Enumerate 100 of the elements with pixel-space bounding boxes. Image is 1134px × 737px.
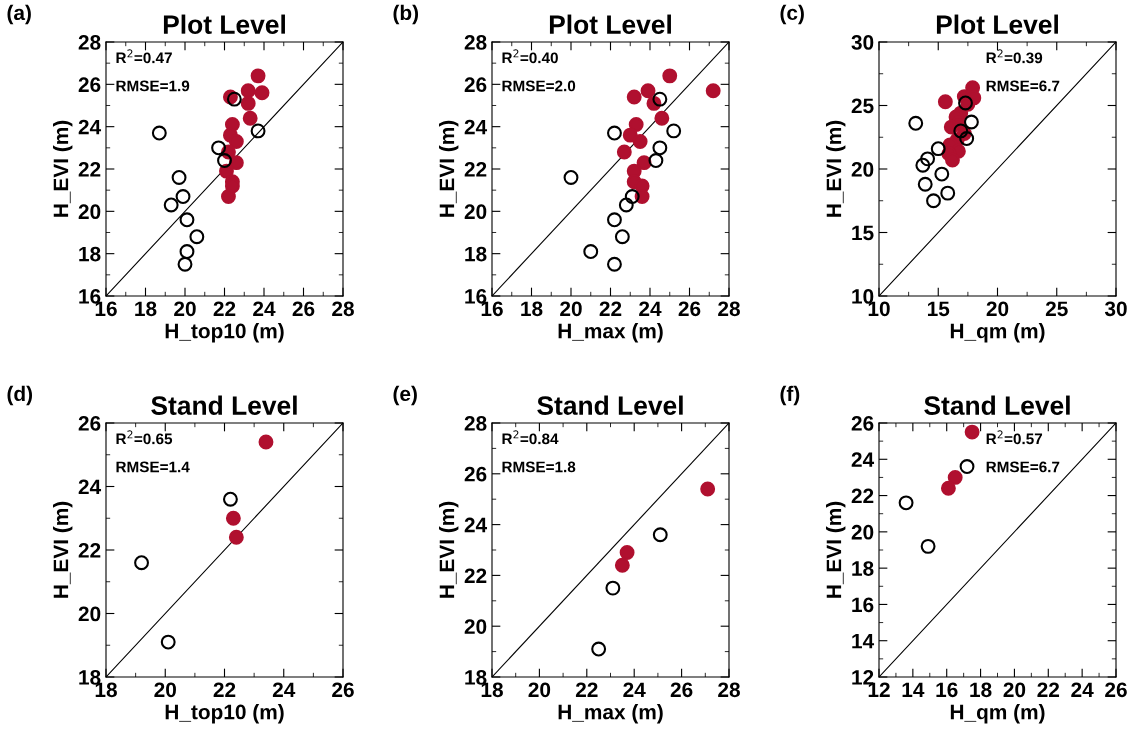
- x-axis-title: H_top10 (m): [165, 704, 284, 724]
- annotation: R$^{2}$=0.47: [116, 49, 172, 64]
- annotation: RMSE=1.9: [116, 80, 190, 92]
- x-tick-label: 24: [1071, 682, 1094, 697]
- annotation: R$^{2}$=0.84: [502, 430, 559, 445]
- y-tick-label: 28: [464, 35, 487, 50]
- y-tick-label: 18: [79, 246, 101, 262]
- x-tick-label: 14: [902, 682, 925, 697]
- x-tick-label: 22: [213, 682, 236, 697]
- y-tick-label: 28: [78, 35, 101, 50]
- x-tick-label: 22: [213, 301, 236, 316]
- chart-title: Plot Level: [163, 14, 285, 34]
- annotation: R$^{2}$=0.65: [116, 430, 173, 445]
- y-tick-label: 22: [78, 543, 101, 558]
- y-tick-label: 26: [464, 466, 487, 482]
- text: (b): [393, 4, 419, 25]
- x-tick-label: 20: [560, 301, 582, 317]
- y-axis-title: H_EVI (m): [438, 501, 459, 598]
- y-tick-label: 24: [464, 119, 488, 135]
- x-tick-label: 28: [332, 301, 354, 317]
- y-tick-label: 20: [78, 606, 101, 622]
- x-tick-label: 26: [670, 682, 693, 698]
- y-tick-label: 15: [852, 225, 874, 241]
- annotation: RMSE=2.0: [502, 80, 576, 92]
- annotation: RMSE=6.7: [986, 461, 1060, 473]
- x-tick-label: 22: [575, 682, 598, 697]
- y-tick-label: 28: [464, 416, 487, 431]
- y-tick-label: 30: [851, 35, 874, 50]
- y-tick-label: 24: [78, 479, 102, 495]
- y-tick-label: 18: [852, 561, 874, 576]
- y-tick-label: 24: [851, 452, 875, 467]
- x-tick-label: 20: [154, 682, 176, 698]
- chart-title: Plot Level: [936, 14, 1058, 34]
- y-tick-label: 18: [465, 246, 487, 262]
- x-tick-label: 24: [253, 301, 276, 316]
- x-tick-label: 20: [528, 682, 551, 698]
- x-axis-title: H_max (m): [558, 704, 663, 724]
- y-axis-title: H_EVI (m): [52, 120, 73, 217]
- y-tick-label: 14: [852, 633, 875, 649]
- x-tick-label: 28: [718, 682, 740, 698]
- chart-title: Stand Level: [537, 395, 683, 415]
- annotation: RMSE=6.7: [986, 80, 1060, 92]
- y-tick-label: 26: [851, 416, 874, 431]
- x-tick-label: 24: [623, 682, 646, 697]
- y-tick-label: 20: [851, 524, 874, 540]
- y-tick-label: 20: [464, 619, 487, 634]
- chart-title: Stand Level: [151, 395, 297, 415]
- y-axis-title: H_EVI (m): [825, 501, 846, 598]
- y-tick-label: 20: [78, 204, 101, 220]
- x-tick-label: 16: [936, 682, 958, 698]
- y-tick-label: 20: [464, 204, 487, 220]
- annotation: RMSE=1.8: [502, 461, 576, 473]
- chart-title: Stand Level: [924, 395, 1070, 415]
- y-tick-label: 22: [78, 162, 101, 177]
- x-axis-title: H_top10 (m): [165, 323, 284, 343]
- annotation: R$^{2}$=0.40: [502, 49, 558, 64]
- x-tick-label: 22: [1037, 682, 1060, 697]
- y-tick-label: 22: [464, 568, 487, 583]
- x-tick-label: 22: [599, 301, 622, 316]
- y-tick-label: 22: [851, 488, 874, 504]
- y-tick-label: 25: [851, 98, 874, 114]
- x-axis-title: H_qm (m): [950, 323, 1045, 343]
- x-tick-label: 26: [1105, 682, 1127, 698]
- x-tick-label: 24: [272, 682, 296, 697]
- annotation: R$^{2}$=0.57: [986, 430, 1043, 445]
- y-tick-label: 26: [464, 77, 487, 93]
- y-tick-label: 26: [78, 77, 101, 93]
- x-tick-label: 20: [1003, 682, 1026, 698]
- x-tick-label: 26: [332, 682, 354, 698]
- text: (f): [780, 385, 800, 406]
- x-tick-label: 28: [718, 301, 740, 317]
- x-tick-label: 25: [1045, 301, 1068, 317]
- y-tick-label: 24: [464, 517, 488, 533]
- y-tick-label: 16: [852, 597, 874, 613]
- y-axis-title: H_EVI (m): [52, 501, 73, 598]
- x-axis-title: H_max (m): [558, 323, 663, 343]
- y-tick-label: 24: [78, 119, 102, 135]
- y-tick-label: 22: [464, 162, 487, 177]
- x-tick-label: 26: [292, 301, 315, 317]
- y-tick-label: 26: [78, 416, 101, 431]
- text: (a): [7, 4, 31, 25]
- x-tick-label: 18: [521, 301, 543, 317]
- annotation: R$^{2}$=0.39: [986, 49, 1043, 64]
- text: (c): [780, 4, 804, 25]
- y-axis-title: H_EVI (m): [825, 120, 846, 217]
- chart-title: Plot Level: [549, 14, 671, 34]
- x-tick-label: 26: [678, 301, 701, 317]
- y-axis-title: H_EVI (m): [438, 120, 459, 217]
- text: (e): [393, 385, 417, 406]
- annotation: RMSE=1.4: [116, 461, 190, 473]
- x-axis-title: H_qm (m): [950, 704, 1045, 724]
- x-tick-label: 18: [135, 301, 157, 317]
- x-tick-label: 15: [927, 301, 950, 317]
- text: (d): [7, 385, 33, 406]
- x-tick-label: 24: [639, 301, 662, 316]
- x-tick-label: 20: [986, 301, 1009, 317]
- x-tick-label: 20: [174, 301, 196, 317]
- x-tick-label: 18: [970, 682, 992, 698]
- x-tick-label: 30: [1104, 301, 1127, 317]
- y-tick-label: 20: [851, 162, 874, 177]
